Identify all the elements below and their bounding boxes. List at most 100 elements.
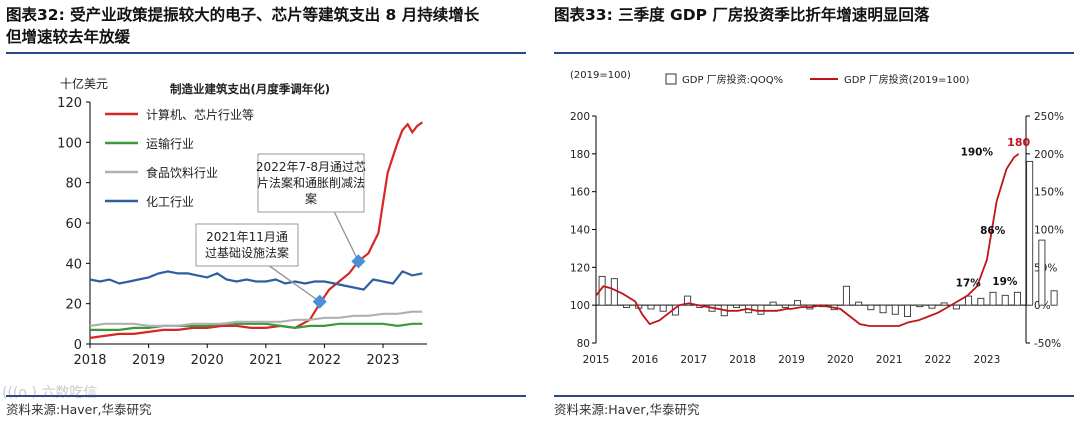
left-x-tick-label: 2019 bbox=[132, 353, 165, 368]
left-legend-label: 化工行业 bbox=[146, 195, 194, 209]
right-left-tick-label: 80 bbox=[577, 338, 590, 350]
left-y-tick-label: 20 bbox=[65, 298, 82, 313]
left-figure-panel: 图表32: 受产业政策提振较大的电子、芯片等建筑支出 8 月持续增长 但增速较去… bbox=[0, 0, 532, 424]
left-y-tick-label: 100 bbox=[57, 136, 82, 151]
watermark-text: (((o ) 六数吃信 bbox=[2, 385, 97, 401]
right-right-tick-label: 50% bbox=[1034, 262, 1057, 274]
right-right-tick-label: 0% bbox=[1034, 300, 1051, 312]
right-figure-caption: 图表33: 三季度 GDP 厂房投资季比折年增速明显回落 bbox=[554, 6, 930, 24]
left-figure-caption: 图表32: 受产业政策提振较大的电子、芯片等建筑支出 8 月持续增长 但增速较去… bbox=[6, 4, 526, 48]
right-qoq-bar bbox=[1026, 160, 1034, 306]
annotation-box bbox=[257, 153, 365, 213]
left-x-tick-label: 2021 bbox=[249, 353, 282, 368]
right-x-tick-label: 2016 bbox=[631, 354, 658, 366]
right-bar-value-label: 190% bbox=[961, 146, 994, 158]
right-bar-value-label: 19% bbox=[992, 276, 1018, 288]
left-legend-label: 计算机、芯片行业等 bbox=[146, 107, 254, 122]
right-qoq-bar bbox=[879, 304, 887, 314]
right-unit-label: (2019=100) bbox=[570, 70, 631, 81]
right-left-tick-label: 120 bbox=[570, 262, 590, 274]
left-y-tick-label: 60 bbox=[65, 217, 82, 232]
right-qoq-bar bbox=[623, 304, 631, 308]
right-qoq-bar bbox=[781, 304, 789, 308]
right-qoq-bar bbox=[757, 304, 765, 315]
annotation-arrow bbox=[333, 211, 360, 262]
right-qoq-bar bbox=[659, 304, 667, 312]
left-legend-label: 食品饮料行业 bbox=[146, 165, 218, 180]
right-left-tick-label: 140 bbox=[570, 225, 590, 237]
right-left-tick-label: 180 bbox=[570, 149, 590, 161]
left-series-line bbox=[89, 310, 423, 327]
right-x-tick-label: 2023 bbox=[974, 354, 1001, 366]
right-qoq-bar bbox=[904, 304, 912, 317]
left-x-tick-label: 2018 bbox=[73, 353, 106, 368]
left-caption-line1: 图表32: 受产业政策提振较大的电子、芯片等建筑支出 8 月持续增长 bbox=[6, 6, 480, 24]
left-top-rule bbox=[6, 52, 526, 54]
left-y-tick-label: 120 bbox=[57, 96, 82, 111]
annotation-text: 案 bbox=[305, 191, 317, 206]
watermark-logo: (((o ) 六数吃信 bbox=[2, 385, 97, 401]
left-series-line bbox=[89, 270, 423, 291]
right-qoq-bar bbox=[732, 304, 740, 308]
left-series-line bbox=[89, 121, 423, 339]
right-x-tick-label: 2019 bbox=[778, 354, 805, 366]
right-figure-panel: 图表33: 三季度 GDP 厂房投资季比折年增速明显回落 (2019=100) G… bbox=[548, 0, 1080, 424]
right-bottom-rule bbox=[554, 395, 1074, 397]
annotation-text: 片法案和通胀削减法 bbox=[257, 175, 365, 190]
right-qoq-bar bbox=[1038, 239, 1046, 306]
right-x-tick-label: 2022 bbox=[925, 354, 952, 366]
right-qoq-bar bbox=[769, 301, 777, 306]
right-qoq-bar bbox=[989, 291, 997, 306]
left-source-note: 资料来源:Haver,华泰研究 bbox=[6, 402, 152, 417]
left-legend-label: 运输行业 bbox=[146, 136, 194, 151]
right-qoq-bar bbox=[891, 304, 899, 315]
right-qoq-bar bbox=[684, 295, 692, 306]
right-qoq-bar bbox=[916, 304, 924, 308]
right-right-tick-label: 250% bbox=[1034, 111, 1064, 123]
right-qoq-bar bbox=[1001, 294, 1009, 306]
right-line-end-label: 180 bbox=[1007, 136, 1030, 149]
right-x-tick-label: 2017 bbox=[680, 354, 707, 366]
right-right-tick-label: 200% bbox=[1034, 149, 1064, 161]
left-unit-label: 十亿美元 bbox=[60, 76, 108, 91]
right-x-tick-label: 2018 bbox=[729, 354, 756, 366]
left-y-tick-label: 40 bbox=[65, 257, 82, 272]
left-y-tick-label: 80 bbox=[65, 177, 82, 192]
right-qoq-bar bbox=[940, 302, 948, 306]
right-qoq-bar bbox=[965, 295, 973, 306]
annotation-arrow bbox=[269, 265, 321, 303]
left-chart-title: 制造业建筑支出(月度季调年化) bbox=[170, 82, 330, 96]
right-left-tick-label: 100 bbox=[570, 300, 590, 312]
annotation-text: 2021年11月通 bbox=[206, 230, 288, 244]
left-caption-line2: 但增速较去年放缓 bbox=[6, 28, 131, 46]
right-qoq-bar bbox=[610, 278, 618, 306]
right-right-tick-label: 100% bbox=[1034, 225, 1064, 237]
left-x-tick-label: 2020 bbox=[191, 353, 224, 368]
right-legend-bar-swatch bbox=[665, 73, 677, 85]
annotation-text: 过基础设施法案 bbox=[205, 245, 289, 260]
right-index-line bbox=[595, 153, 1020, 327]
right-qoq-bar bbox=[1050, 290, 1058, 306]
right-right-tick-label: 150% bbox=[1034, 187, 1064, 199]
right-qoq-bar bbox=[928, 304, 936, 309]
annotation-box bbox=[195, 223, 299, 267]
right-right-tick-label: -50% bbox=[1034, 338, 1061, 350]
right-x-tick-label: 2020 bbox=[827, 354, 854, 366]
left-y-tick-label: 0 bbox=[74, 338, 82, 353]
right-source-note: 资料来源:Haver,华泰研究 bbox=[554, 402, 700, 417]
right-bar-line-chart: (2019=100) GDP 厂房投资:QOQ% GDP 厂房投资(2019=100… bbox=[570, 70, 1064, 366]
right-qoq-bar bbox=[647, 304, 655, 310]
right-bar-value-label: 86% bbox=[980, 225, 1006, 237]
left-bottom-rule bbox=[6, 395, 526, 397]
left-x-tick-label: 2023 bbox=[366, 353, 399, 368]
right-x-tick-label: 2015 bbox=[583, 354, 610, 366]
right-qoq-bar bbox=[952, 304, 960, 310]
right-bar-value-label: 17% bbox=[956, 277, 982, 289]
annotation-marker bbox=[351, 254, 366, 269]
right-left-tick-label: 160 bbox=[570, 187, 590, 199]
left-x-tick-label: 2022 bbox=[308, 353, 341, 368]
annotation-text: 2022年7-8月通过芯 bbox=[256, 160, 366, 174]
right-qoq-bar bbox=[842, 285, 850, 306]
right-qoq-bar bbox=[867, 304, 875, 311]
left-series-line bbox=[90, 322, 423, 331]
